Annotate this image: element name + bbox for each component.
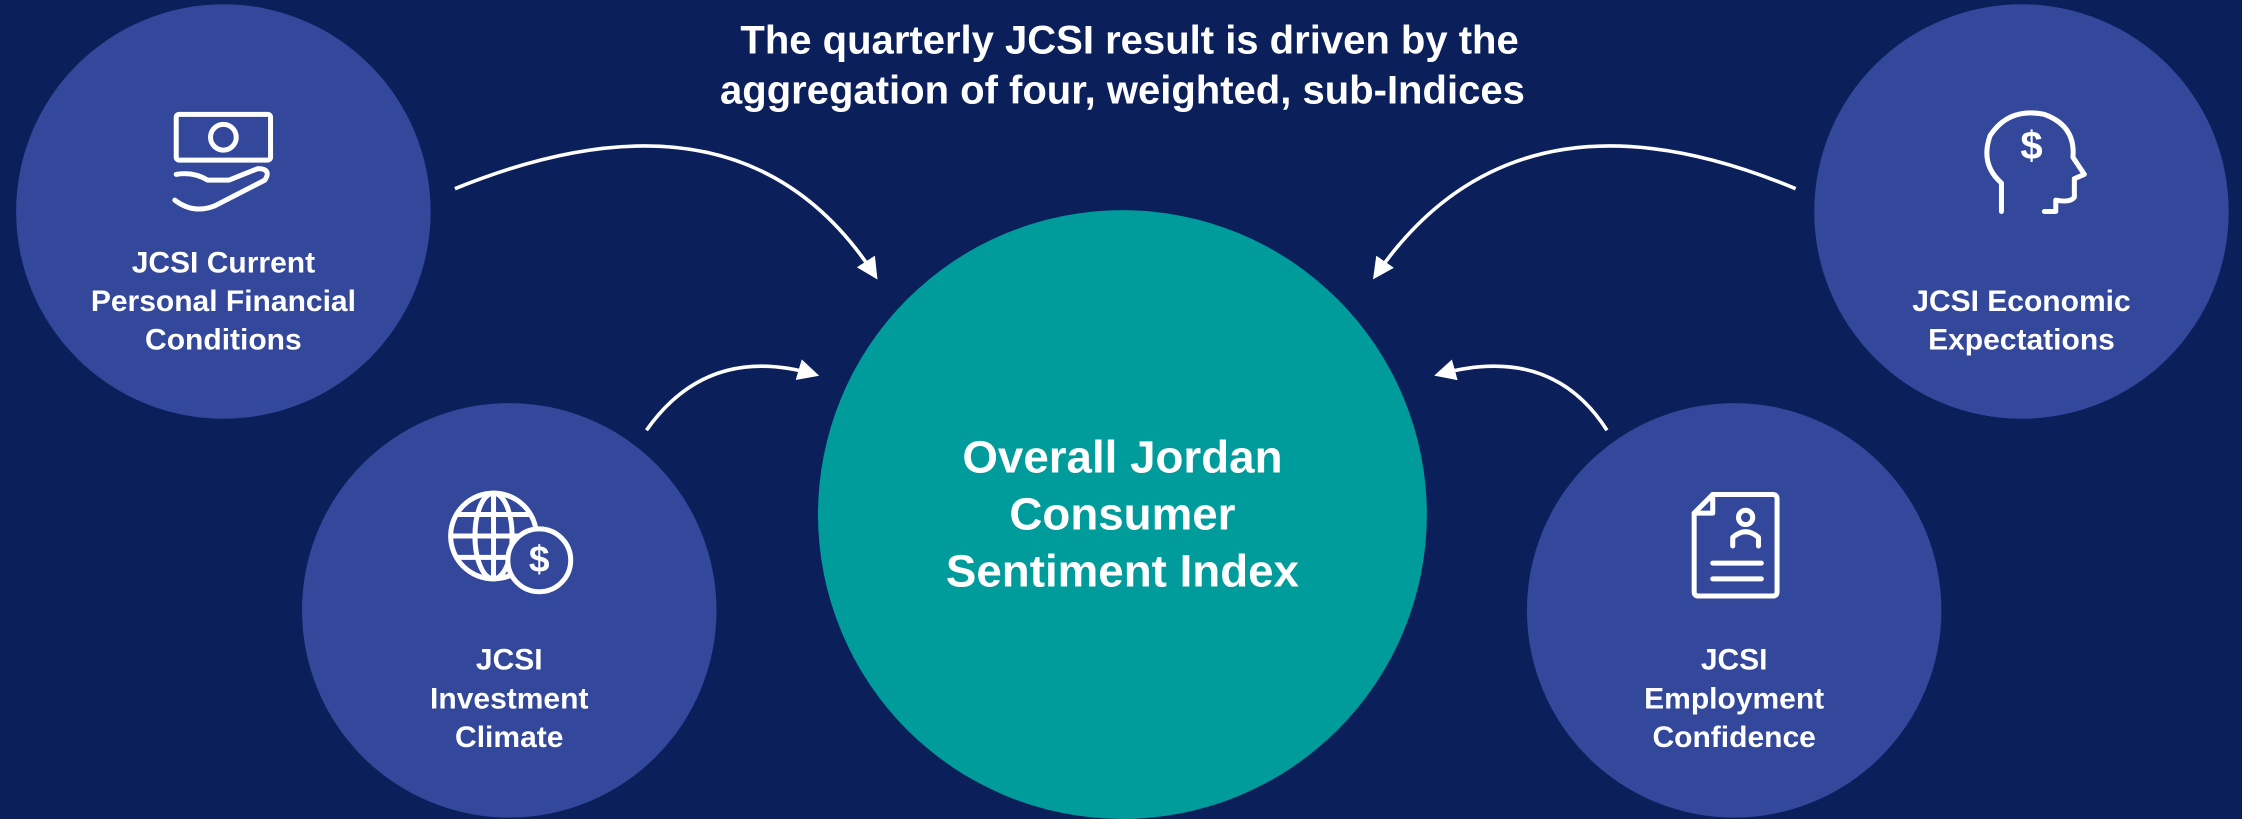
dollar-sign: $ <box>2020 124 2042 168</box>
node-label: Conditions <box>145 324 302 357</box>
center-label: Consumer <box>1009 488 1235 539</box>
node-label: Confidence <box>1652 721 1815 754</box>
node-label: Investment <box>430 682 588 715</box>
node-label: Expectations <box>1928 324 2115 357</box>
head-icon <box>1984 110 2087 215</box>
node-circle <box>302 403 717 818</box>
node-circle <box>16 4 431 419</box>
node-label: JCSI Current <box>132 246 315 279</box>
title-line: The quarterly JCSI result is driven by t… <box>740 18 1518 62</box>
arrow <box>454 144 878 280</box>
center-label: Overall Jordan <box>962 431 1282 482</box>
dollar-sign: $ <box>529 538 550 580</box>
title-line: aggregation of four, weighted, sub-Indic… <box>720 68 1525 112</box>
node-label: JCSI Economic <box>1912 285 2130 318</box>
center-circle <box>817 210 1427 819</box>
money-hand-icon <box>172 111 274 212</box>
node-circle <box>1814 4 2229 419</box>
arrow <box>645 359 820 432</box>
node-label: Employment <box>1644 682 1824 715</box>
center-label: Sentiment Index <box>946 546 1300 597</box>
arrow <box>1372 144 1797 280</box>
node-label: JCSI <box>476 644 543 677</box>
node-label: Climate <box>455 721 563 754</box>
arrow <box>1434 359 1609 432</box>
node-circle <box>1526 403 1942 818</box>
node-label: Personal Financial <box>91 285 356 318</box>
node-label: JCSI <box>1701 644 1768 677</box>
globe-coin-icon <box>448 490 574 595</box>
document-icon <box>1691 492 1780 599</box>
